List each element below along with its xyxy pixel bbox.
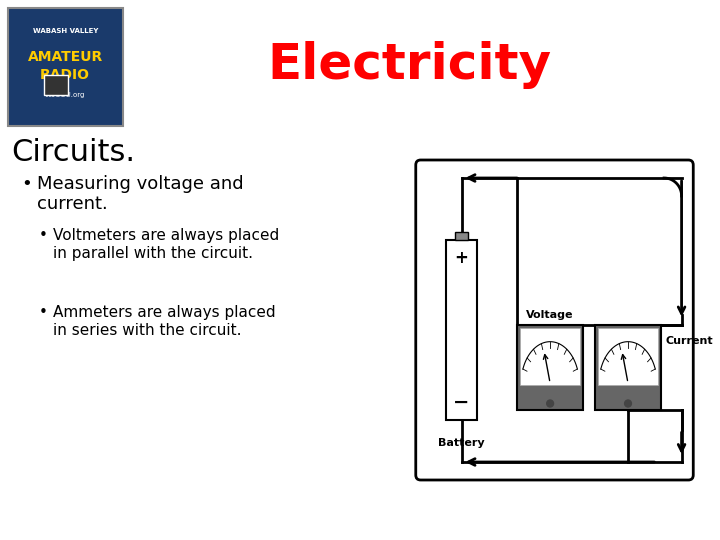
Bar — [598, 327, 658, 386]
Text: Electricity: Electricity — [267, 41, 551, 89]
FancyBboxPatch shape — [415, 160, 693, 480]
Text: Voltage: Voltage — [526, 310, 574, 321]
Circle shape — [625, 400, 631, 407]
Bar — [520, 327, 580, 386]
Text: RADIO: RADIO — [40, 68, 90, 82]
Text: +: + — [454, 249, 469, 267]
Text: in series with the circuit.: in series with the circuit. — [53, 323, 241, 338]
Text: Measuring voltage and: Measuring voltage and — [37, 175, 243, 193]
Text: •: • — [22, 175, 32, 193]
Bar — [455, 232, 468, 240]
Text: Ammeters are always placed: Ammeters are always placed — [53, 305, 275, 320]
Text: WABASH VALLEY: WABASH VALLEY — [32, 28, 98, 34]
Text: •: • — [39, 305, 48, 320]
Text: current.: current. — [37, 195, 108, 213]
Bar — [446, 240, 477, 420]
Text: •: • — [39, 228, 48, 243]
Text: AMATEUR: AMATEUR — [27, 50, 103, 64]
Bar — [595, 325, 661, 409]
Text: in parallel with the circuit.: in parallel with the circuit. — [53, 246, 253, 261]
Bar — [517, 325, 583, 409]
Text: W9UUU.org: W9UUU.org — [45, 92, 86, 98]
Text: Voltmeters are always placed: Voltmeters are always placed — [53, 228, 279, 243]
Text: Circuits.: Circuits. — [12, 138, 135, 167]
Text: −: − — [454, 393, 469, 411]
Text: Battery: Battery — [438, 438, 485, 448]
Bar — [8, 8, 122, 126]
Circle shape — [546, 400, 554, 407]
Bar — [44, 75, 68, 95]
Text: Current: Current — [665, 336, 713, 347]
